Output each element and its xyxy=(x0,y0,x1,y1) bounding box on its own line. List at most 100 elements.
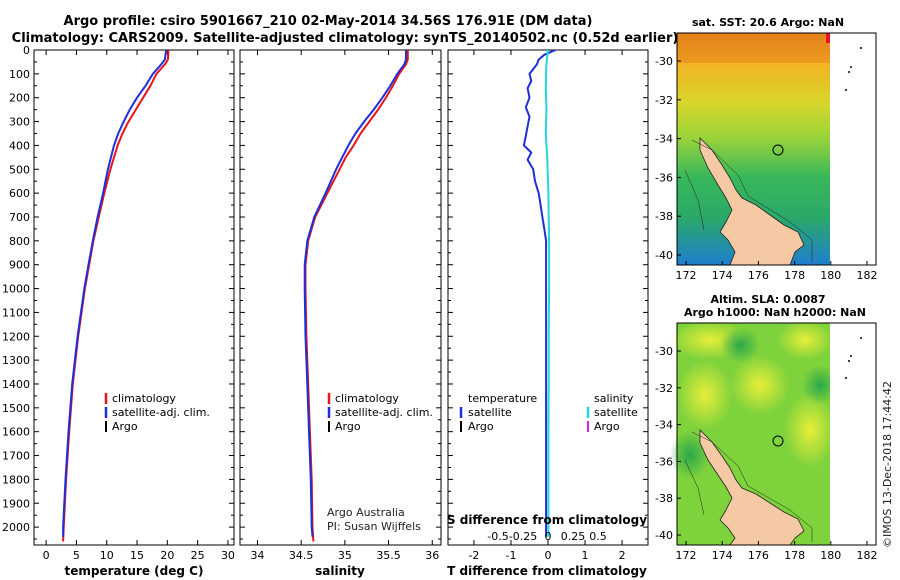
sla-bathymetry-contour xyxy=(684,431,813,542)
legend-satellite: satellite-adj. clim. xyxy=(112,406,210,419)
x-tick-label: 35.5 xyxy=(376,549,401,562)
depth-tick-label: 1800 xyxy=(2,473,30,486)
map-lat-label: -36 xyxy=(655,171,673,184)
depth-tick-label: 700 xyxy=(9,211,30,224)
sla-high-anomaly xyxy=(784,392,836,468)
salinity-series xyxy=(303,50,409,542)
legend-argo: Argo xyxy=(112,420,138,433)
difference-series xyxy=(522,50,559,537)
x-tick-label: -2 xyxy=(468,549,479,562)
x-tick-label: 36 xyxy=(425,549,439,562)
s-difference-tick-labels: -0.5 -0.25 0 0.25 0.5 xyxy=(487,530,606,543)
depth-tick-label: 600 xyxy=(9,187,30,200)
sla-nodata-region xyxy=(830,323,876,545)
sla-high-anomaly xyxy=(677,360,733,430)
map-lon-label: 178 xyxy=(784,549,805,562)
map-lon-label: 180 xyxy=(820,549,841,562)
series-climatology xyxy=(62,50,170,542)
series-climatology xyxy=(304,50,409,542)
x-tick-label: 25 xyxy=(191,549,205,562)
s-tick-label: 0.5 xyxy=(589,530,607,543)
s-tick-label: -0.5 xyxy=(487,530,508,543)
figure-title-line1: Argo profile: csiro 5901667_210 02-May-2… xyxy=(64,14,593,29)
island-dot xyxy=(850,355,852,357)
island-dot xyxy=(850,66,852,68)
legend-salinity-title: salinity xyxy=(594,392,634,405)
map-lat-label: -34 xyxy=(655,133,673,146)
depth-tick-label: 1400 xyxy=(2,378,30,391)
legend-argo: Argo xyxy=(335,420,361,433)
x-tick-label: 15 xyxy=(130,549,144,562)
map-lon-label: 176 xyxy=(748,549,769,562)
s-tick-label: 0 xyxy=(545,530,552,543)
x-tick-label: 0 xyxy=(545,549,552,562)
sla-map-frame xyxy=(676,322,877,546)
map-lon-label: 182 xyxy=(857,549,878,562)
sla-low-anomaly xyxy=(802,365,838,405)
depth-tick-label: 0 xyxy=(23,44,30,57)
x-tick-label: 0 xyxy=(43,549,50,562)
sst-map-ticks: 172 174 176 178 180 182 -30 -32 -34 -36 -38 -40 xyxy=(655,55,877,282)
island-dot xyxy=(860,337,862,339)
depth-tick-label: 1500 xyxy=(2,402,30,415)
depth-tick-label: 1000 xyxy=(2,283,30,296)
map-lat-label: -34 xyxy=(655,419,673,432)
x-tick-label: 1 xyxy=(582,549,589,562)
temperature-panel: 0100200300400500600700800900100011001200… xyxy=(2,44,235,578)
map-lat-label: -32 xyxy=(655,382,673,395)
map-lat-label: -30 xyxy=(655,345,673,358)
depth-tick-label: 400 xyxy=(9,139,30,152)
map-lat-label: -40 xyxy=(655,249,673,262)
x-tick-label: 5 xyxy=(73,549,80,562)
argo-float-position xyxy=(772,144,784,156)
depth-tick-label: 200 xyxy=(9,92,30,105)
temperature-axes-frame xyxy=(33,49,235,546)
credit-line2: PI: Susan Wijffels xyxy=(327,520,421,533)
depth-tick-label: 1900 xyxy=(2,497,30,510)
sst-bathymetry-contour xyxy=(684,139,813,262)
s-tick-label: -0.25 xyxy=(509,530,537,543)
island-dot xyxy=(845,89,847,91)
sst-nodata-region xyxy=(830,33,876,265)
x-tick-label: -1 xyxy=(505,549,516,562)
temperature-tick-marks: 0 5 10 15 20 25 30 xyxy=(34,49,235,562)
temperature-legend: climatology satellite-adj. clim. Argo xyxy=(104,392,210,433)
map-lat-label: -38 xyxy=(655,492,673,505)
credit-line1: Argo Australia xyxy=(327,506,405,519)
x-tick-label: 20 xyxy=(160,549,174,562)
imos-timestamp: ©IMOS 13-Dec-2018 17:44:42 xyxy=(881,381,894,548)
legend-t-satellite: satellite xyxy=(468,406,512,419)
map-lon-label: 174 xyxy=(712,549,733,562)
depth-tick-label: 500 xyxy=(9,163,30,176)
temperature-series xyxy=(62,50,170,542)
north-island-landmass xyxy=(699,429,805,546)
salinity-legend: climatology satellite-adj. clim. Argo xyxy=(327,392,433,433)
map-lon-label: 178 xyxy=(784,269,805,282)
depth-tick-label: 1600 xyxy=(2,426,30,439)
sst-map-panel: sat. SST: 20.6 Argo: NaN 172 174 176 178 180… xyxy=(655,16,877,282)
depth-tick-label: 1100 xyxy=(2,306,30,319)
figure-title-line2: Climatology: CARS2009. Satellite-adjuste… xyxy=(12,31,679,46)
sla-map-title-line1: Altim. SLA: 0.0087 xyxy=(710,293,825,306)
x-tick-label: 30 xyxy=(221,549,235,562)
salinity-axes-frame xyxy=(239,49,442,546)
map-lon-label: 182 xyxy=(857,269,878,282)
depth-tick-label: 300 xyxy=(9,116,30,129)
series-salinity-satellite xyxy=(544,50,551,537)
depth-tick-label: 900 xyxy=(9,259,30,272)
sla-map-ticks: 172 174 176 178 180 182 -30 -32 -34 -36 -38 -40 xyxy=(655,345,877,562)
map-lon-label: 172 xyxy=(676,269,697,282)
map-lat-label: -30 xyxy=(655,55,673,68)
series-satellite-adj-clim- xyxy=(303,50,407,537)
difference-panel: -2 -1 0 1 2 T difference from climatology S … xyxy=(447,49,649,578)
temperature-xlabel: temperature (deg C) xyxy=(65,564,204,578)
s-difference-xlabel: S difference from climatology xyxy=(447,513,647,527)
x-tick-label: 35 xyxy=(338,549,352,562)
legend-t-argo: Argo xyxy=(468,420,494,433)
salinity-xlabel: salinity xyxy=(315,564,365,578)
island-dot xyxy=(848,71,850,73)
sla-map-title-line2: Argo h1000: NaN h2000: NaN xyxy=(684,306,866,319)
legend-temperature-title: temperature xyxy=(468,392,537,405)
island-dot xyxy=(848,360,850,362)
legend-climatology: climatology xyxy=(112,392,176,405)
